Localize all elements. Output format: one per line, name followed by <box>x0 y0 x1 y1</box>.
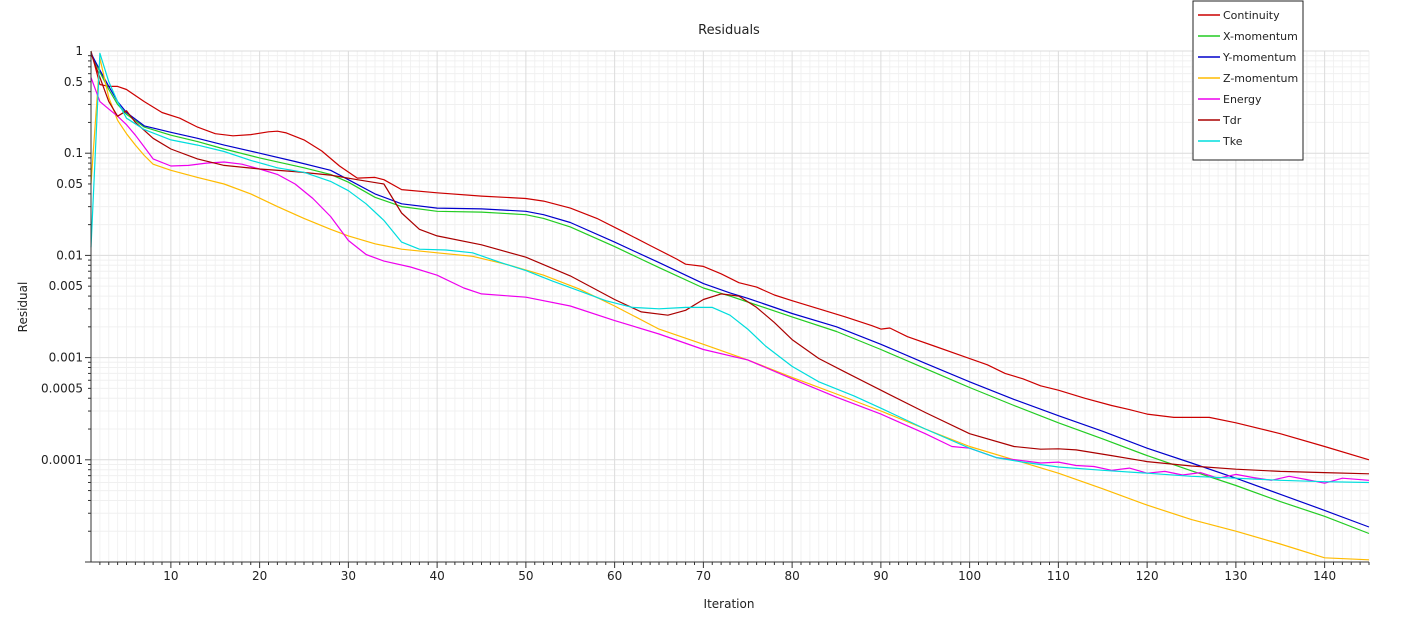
y-tick-label: 0.0005 <box>41 381 83 395</box>
x-axis-title: Iteration <box>704 597 755 611</box>
x-tick-label: 50 <box>518 569 533 583</box>
series-line-tdr <box>90 53 1370 475</box>
legend-label: Tdr <box>1222 114 1242 127</box>
x-tick-label: 30 <box>341 569 356 583</box>
legend-label: Continuity <box>1223 9 1280 22</box>
y-tick-label: 0.005 <box>49 279 83 293</box>
x-tick-label: 90 <box>873 569 888 583</box>
x-tick-label: 120 <box>1136 569 1159 583</box>
x-tick-label: 40 <box>429 569 444 583</box>
legend-label: Tke <box>1222 135 1243 148</box>
y-tick-label: 0.5 <box>64 75 83 89</box>
legend-label: Y-momentum <box>1222 51 1296 64</box>
x-tick-label: 20 <box>252 569 267 583</box>
legend-label: Energy <box>1223 93 1262 106</box>
y-tick-label: 0.01 <box>56 248 83 262</box>
y-tick-label: 0.1 <box>64 146 83 160</box>
series-line-y-momentum <box>90 53 1370 528</box>
chart-title: Residuals <box>698 23 760 38</box>
x-tick-label: 10 <box>163 569 178 583</box>
legend-label: X-momentum <box>1223 30 1298 43</box>
series-line-energy <box>90 77 1370 484</box>
series-line-x-momentum <box>90 53 1370 535</box>
x-tick-label: 70 <box>696 569 711 583</box>
x-tick-label: 130 <box>1224 569 1247 583</box>
x-tick-label: 100 <box>958 569 981 583</box>
x-tick-label: 80 <box>784 569 799 583</box>
y-tick-label: 1 <box>75 44 83 58</box>
x-tick-label: 110 <box>1047 569 1070 583</box>
legend-label: Z-momentum <box>1223 72 1298 85</box>
y-tick-label: 0.0001 <box>41 453 83 467</box>
y-axis-title: Residual <box>16 282 30 333</box>
y-tick-label: 0.001 <box>49 351 83 365</box>
series-line-tke <box>90 52 1370 484</box>
x-tick-label: 60 <box>607 569 622 583</box>
legend: Continuity X-momentum Y-momentum Z-momentum… <box>1192 0 1304 161</box>
series-line-continuity <box>90 50 1370 461</box>
axes: 10 20 30 40 50 60 70 80 90 100 110 120 130 140 1 0.5 0.1… <box>41 44 1370 583</box>
legend-box <box>1192 0 1304 161</box>
series-lines <box>90 50 1370 561</box>
y-tick-label: 0.05 <box>56 177 83 191</box>
x-tick-label: 140 <box>1313 569 1336 583</box>
